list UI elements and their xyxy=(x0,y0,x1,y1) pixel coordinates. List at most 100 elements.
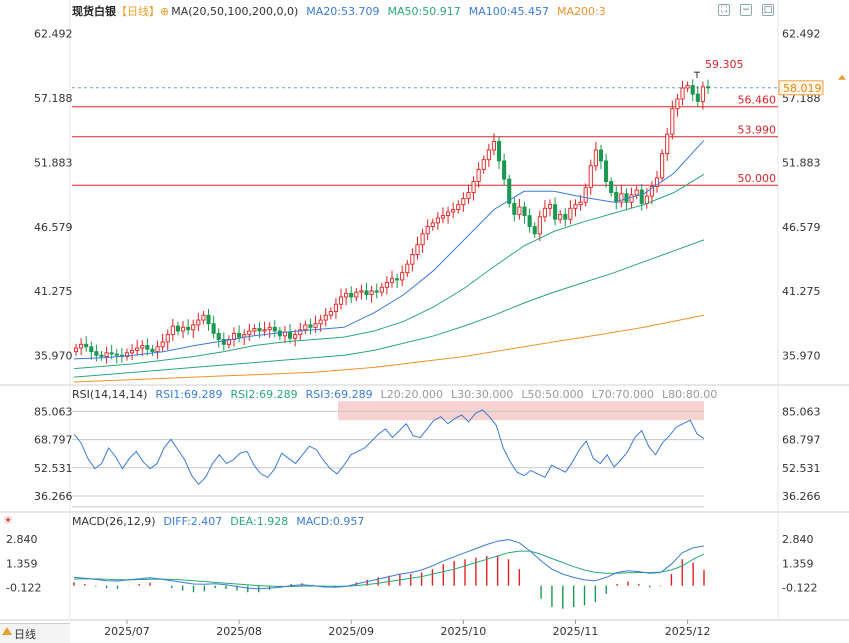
candle-body xyxy=(568,207,573,220)
indicator-settings-icon[interactable]: ☀ xyxy=(3,514,13,527)
ma-line-ma100 xyxy=(73,239,705,378)
fullscreen-icon[interactable]: ⛶ xyxy=(718,4,730,16)
macd-y-tick-right: 1.359 xyxy=(782,557,814,570)
rsi-label: RSI(14,14,14) xyxy=(72,388,148,401)
y-tick-label-left: 62.492 xyxy=(34,27,73,40)
candle-body xyxy=(614,192,619,203)
candle-body xyxy=(542,207,547,218)
candle-body xyxy=(369,290,374,295)
ma200-legend: MA200:3 xyxy=(556,4,606,18)
candle-body xyxy=(252,328,257,332)
rsi-y-tick-right: 85.063 xyxy=(782,405,821,418)
candle-body xyxy=(267,326,272,331)
y-tick-label-left: 51.883 xyxy=(34,156,73,169)
restore-icon[interactable]: □ xyxy=(762,4,774,16)
candle-body xyxy=(155,346,160,353)
macd-diff-line xyxy=(73,538,705,590)
candle-body xyxy=(338,296,344,305)
ma-line-ma20 xyxy=(73,139,705,360)
candle-body xyxy=(206,314,211,325)
period-tab[interactable]: 日线 xyxy=(0,623,70,643)
period-tab-marker-icon xyxy=(2,627,12,635)
x-axis-label: 2025/08 xyxy=(216,625,262,638)
candle-body xyxy=(109,352,114,355)
candle-body xyxy=(308,324,313,328)
l20-legend: L20:20.000 xyxy=(380,388,443,401)
candle-body xyxy=(99,354,104,357)
candle-body xyxy=(430,222,435,227)
candle-body xyxy=(354,291,359,298)
candle-body xyxy=(262,329,267,332)
minimize-icon[interactable]: − xyxy=(740,4,752,16)
candle-body xyxy=(79,343,84,349)
candle-body xyxy=(588,165,593,189)
candle-body xyxy=(512,202,517,215)
macd-y-tick-right: -0.122 xyxy=(782,582,817,595)
period-label[interactable]: 【日线】 xyxy=(116,5,160,18)
macd-y-tick-left: -0.122 xyxy=(6,582,41,595)
candle-body xyxy=(186,326,191,331)
rsi-y-tick-right: 36.266 xyxy=(782,490,821,503)
candle-body xyxy=(634,189,639,196)
candle-body xyxy=(410,253,415,265)
candle-body xyxy=(293,334,298,339)
candle-body xyxy=(160,341,165,348)
candle-body xyxy=(527,215,532,227)
macd-y-tick-right: 2.840 xyxy=(782,533,814,546)
high-label: 59.305 xyxy=(705,58,744,71)
candle-body xyxy=(654,177,660,187)
candle-body xyxy=(374,290,379,293)
candle-body xyxy=(461,198,466,206)
candle-body xyxy=(456,204,461,210)
ma100-legend: MA100:45.457 xyxy=(468,4,549,18)
candle-body xyxy=(165,334,170,343)
candle-body xyxy=(537,216,542,235)
candle-body xyxy=(349,292,354,298)
candle-body xyxy=(201,314,206,321)
y-tick-label-left: 41.275 xyxy=(34,285,73,298)
candle-body xyxy=(237,332,242,338)
rsi-y-tick-right: 52.531 xyxy=(782,462,821,475)
candle-body xyxy=(364,290,369,295)
candle-body xyxy=(247,330,252,336)
candle-body xyxy=(573,204,578,209)
candle-body xyxy=(644,195,649,204)
candle-body xyxy=(619,193,624,203)
y-tick-label-right: 46.579 xyxy=(782,221,821,234)
settings-icon[interactable]: ⊕ xyxy=(160,4,170,18)
candle-body xyxy=(609,181,614,193)
candle-body xyxy=(690,85,695,95)
candle-body xyxy=(145,345,150,350)
candle-body xyxy=(507,178,512,204)
dea-legend: DEA:1.928 xyxy=(230,515,289,528)
candle-body xyxy=(150,348,155,353)
candle-body xyxy=(104,352,109,357)
x-axis-label: 2025/10 xyxy=(441,625,487,638)
candle-body xyxy=(476,168,481,183)
candle-body xyxy=(221,339,226,345)
y-tick-label-right: 62.492 xyxy=(782,27,821,40)
ma50-legend: MA50:50.917 xyxy=(387,4,461,18)
rsi-y-tick-left: 52.531 xyxy=(34,462,73,475)
candle-body xyxy=(553,204,558,220)
rsi1-legend: RSI1:69.289 xyxy=(155,388,223,401)
rsi-line xyxy=(73,409,705,486)
candle-body xyxy=(604,160,609,183)
rsi3-legend: RSI3:69.289 xyxy=(305,388,373,401)
resistance-label: 50.000 xyxy=(738,172,777,185)
candle-body xyxy=(114,353,119,356)
y-tick-label-right: 51.883 xyxy=(782,156,821,169)
candle-body xyxy=(660,153,665,179)
candle-body xyxy=(491,141,496,151)
candle-body xyxy=(558,213,563,220)
rsi-y-tick-right: 68.797 xyxy=(782,434,821,447)
candle-body xyxy=(384,281,389,288)
l70-legend: L70:70.000 xyxy=(591,388,654,401)
candle-body xyxy=(135,347,140,351)
rsi-legend: RSI(14,14,14) RSI1:69.289 RSI2:69.289 RS… xyxy=(72,388,717,401)
candle-body xyxy=(257,328,262,332)
candle-body xyxy=(323,314,328,321)
candle-body xyxy=(282,331,288,337)
candle-body xyxy=(593,149,598,167)
candle-body xyxy=(140,345,145,349)
